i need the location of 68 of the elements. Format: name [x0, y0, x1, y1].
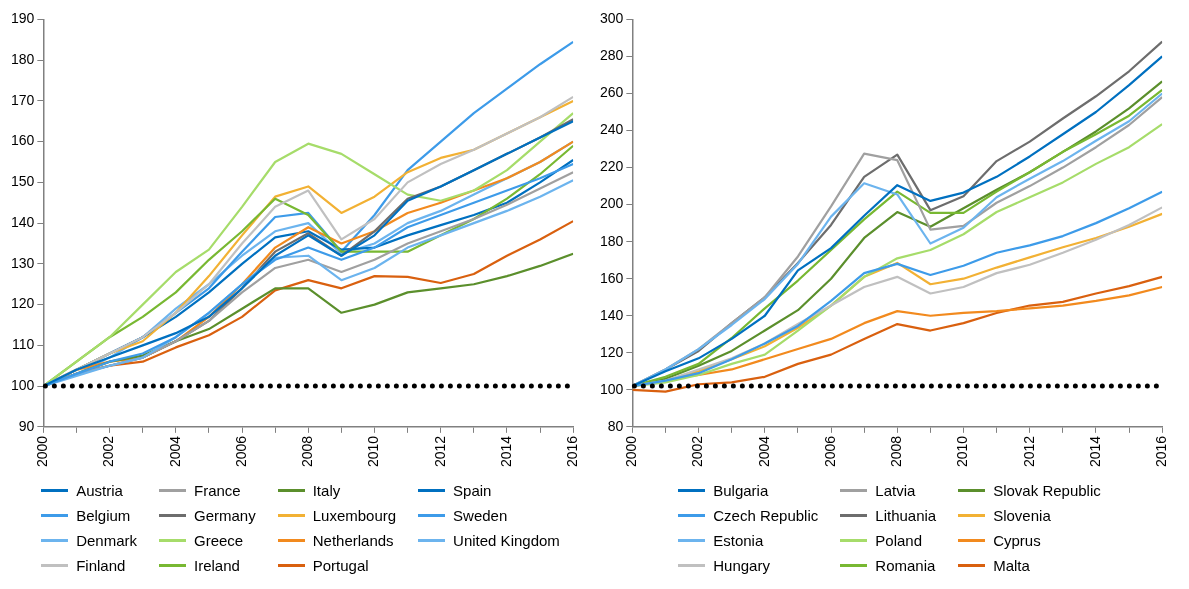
legend-label: Ireland [194, 557, 240, 574]
x-tick-label: 2000 [34, 435, 51, 468]
x-tick-label: 2014 [497, 435, 514, 468]
y-tick-label: 180 [600, 232, 624, 249]
y-tick-label: 100 [11, 376, 35, 393]
y-tick-label: 140 [600, 306, 624, 323]
x-tick-label: 2002 [100, 435, 117, 468]
legend-label: Hungary [713, 557, 770, 574]
x-tick-label: 2012 [431, 435, 448, 468]
legend-label: Romania [875, 557, 936, 574]
legend-label: Sweden [453, 507, 508, 524]
x-tick-label: 2000 [623, 435, 640, 468]
y-tick-label: 190 [11, 10, 35, 27]
legend-label: Portugal [312, 557, 369, 574]
y-tick-label: 160 [600, 269, 624, 286]
y-tick-label: 140 [11, 213, 35, 230]
legend-label: Latvia [875, 482, 916, 499]
y-tick-label: 180 [11, 51, 35, 67]
x-tick-label: 2008 [888, 435, 905, 468]
legend-label: Slovak Republic [993, 482, 1101, 499]
x-tick-label: 2016 [564, 435, 581, 468]
y-tick-label: 120 [600, 343, 624, 360]
y-tick-label: 220 [600, 158, 624, 175]
legend-label: Belgium [76, 507, 131, 524]
y-tick-label: 170 [11, 91, 35, 108]
x-tick-label: 2016 [1153, 435, 1170, 468]
legend-label: Lithuania [875, 507, 937, 524]
legend-label: Finland [76, 557, 126, 574]
y-tick-label: 240 [600, 121, 624, 138]
x-tick-label: 2002 [689, 435, 706, 468]
legend-label: Slovenia [993, 507, 1051, 524]
y-tick-label: 90 [18, 417, 35, 434]
legend-label: Bulgaria [713, 482, 769, 499]
x-tick-label: 2008 [299, 435, 316, 468]
x-tick-label: 2012 [1020, 435, 1037, 468]
y-tick-label: 150 [11, 173, 35, 190]
y-tick-label: 200 [600, 195, 624, 212]
legend-label: Czech Republic [713, 507, 819, 524]
x-tick-label: 2010 [365, 435, 382, 468]
y-tick-label: 160 [11, 132, 35, 149]
y-tick-label: 260 [600, 84, 624, 101]
legend-label: Spain [453, 482, 492, 499]
y-tick-label: 100 [600, 380, 624, 397]
x-tick-label: 2014 [1086, 435, 1103, 468]
legend-label: Netherlands [312, 532, 394, 549]
legend-label: Austria [76, 482, 123, 499]
legend-label: Poland [875, 532, 923, 549]
legend-label: United Kingdom [453, 532, 560, 549]
legend-label: Malta [993, 557, 1030, 574]
y-tick-label: 130 [11, 254, 35, 271]
x-tick-label: 2010 [954, 435, 971, 468]
legend-label: Greece [194, 532, 244, 549]
legend-label: Cyprus [993, 532, 1041, 549]
y-tick-label: 110 [12, 336, 35, 353]
y-tick-label: 120 [11, 295, 35, 312]
x-tick-label: 2006 [821, 435, 838, 468]
x-tick-label: 2006 [232, 435, 249, 468]
legend-label: Estonia [713, 532, 764, 549]
legend-label: Germany [194, 507, 256, 524]
legend-label: Italy [312, 482, 341, 499]
x-tick-label: 2004 [166, 435, 183, 468]
x-tick-label: 2004 [755, 435, 772, 468]
legend-label: Luxembourg [312, 507, 397, 524]
y-tick-label: 300 [600, 10, 624, 27]
y-tick-label: 280 [600, 47, 624, 64]
legend-label: France [194, 482, 241, 499]
y-tick-label: 80 [607, 417, 624, 434]
legend-label: Denmark [76, 532, 138, 549]
